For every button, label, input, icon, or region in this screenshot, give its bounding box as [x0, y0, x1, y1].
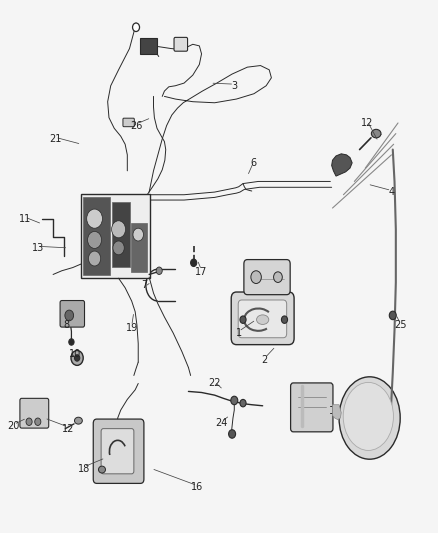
Circle shape — [69, 339, 74, 345]
Circle shape — [87, 209, 102, 228]
Text: 17: 17 — [195, 267, 208, 277]
Circle shape — [229, 430, 236, 438]
Circle shape — [191, 259, 197, 266]
Circle shape — [156, 267, 162, 274]
Text: 6: 6 — [251, 158, 257, 168]
Ellipse shape — [339, 377, 400, 459]
FancyBboxPatch shape — [231, 292, 294, 345]
Text: 25: 25 — [394, 320, 406, 330]
FancyBboxPatch shape — [101, 429, 134, 474]
Circle shape — [71, 351, 83, 366]
Text: 13: 13 — [32, 243, 44, 253]
FancyBboxPatch shape — [20, 398, 49, 428]
FancyBboxPatch shape — [174, 37, 187, 51]
Text: 19: 19 — [126, 322, 138, 333]
Text: 1: 1 — [236, 328, 242, 338]
Circle shape — [88, 251, 101, 266]
Circle shape — [240, 399, 246, 407]
Circle shape — [133, 23, 140, 31]
Circle shape — [251, 271, 261, 284]
Text: 20: 20 — [7, 421, 20, 431]
Circle shape — [133, 228, 144, 241]
Text: 3: 3 — [231, 81, 237, 91]
Circle shape — [65, 310, 74, 321]
Ellipse shape — [371, 130, 381, 138]
FancyBboxPatch shape — [131, 223, 148, 272]
FancyBboxPatch shape — [238, 300, 287, 338]
FancyBboxPatch shape — [81, 193, 150, 278]
Text: 26: 26 — [130, 120, 142, 131]
Ellipse shape — [257, 315, 269, 325]
Text: 8: 8 — [63, 320, 69, 330]
Circle shape — [282, 316, 288, 324]
Circle shape — [113, 241, 124, 255]
Circle shape — [88, 231, 102, 248]
Text: 16: 16 — [191, 482, 203, 492]
Circle shape — [343, 157, 348, 164]
Circle shape — [389, 311, 396, 320]
Text: 10: 10 — [69, 349, 81, 359]
Text: 18: 18 — [78, 464, 90, 473]
FancyBboxPatch shape — [123, 118, 134, 127]
Polygon shape — [332, 154, 352, 176]
Circle shape — [35, 418, 41, 425]
Text: 4: 4 — [389, 187, 395, 197]
Circle shape — [231, 396, 238, 405]
Text: 11: 11 — [18, 214, 31, 224]
FancyBboxPatch shape — [244, 260, 290, 295]
Circle shape — [26, 418, 32, 425]
Text: 22: 22 — [208, 378, 221, 389]
Text: 2: 2 — [262, 354, 268, 365]
Ellipse shape — [74, 417, 82, 424]
FancyBboxPatch shape — [112, 202, 130, 267]
FancyBboxPatch shape — [290, 383, 333, 432]
Circle shape — [74, 355, 80, 361]
Text: 24: 24 — [215, 418, 227, 429]
Text: 7: 7 — [141, 280, 148, 290]
FancyBboxPatch shape — [83, 197, 110, 275]
Circle shape — [112, 221, 126, 238]
Ellipse shape — [343, 382, 393, 450]
Polygon shape — [332, 405, 341, 419]
Text: 21: 21 — [49, 134, 61, 144]
Ellipse shape — [99, 466, 106, 473]
FancyBboxPatch shape — [60, 301, 85, 327]
Circle shape — [240, 316, 246, 324]
Text: 12: 12 — [361, 118, 374, 128]
FancyBboxPatch shape — [93, 419, 144, 483]
Text: 12: 12 — [62, 424, 74, 434]
Circle shape — [274, 272, 283, 282]
FancyBboxPatch shape — [140, 38, 157, 54]
Circle shape — [335, 166, 341, 173]
